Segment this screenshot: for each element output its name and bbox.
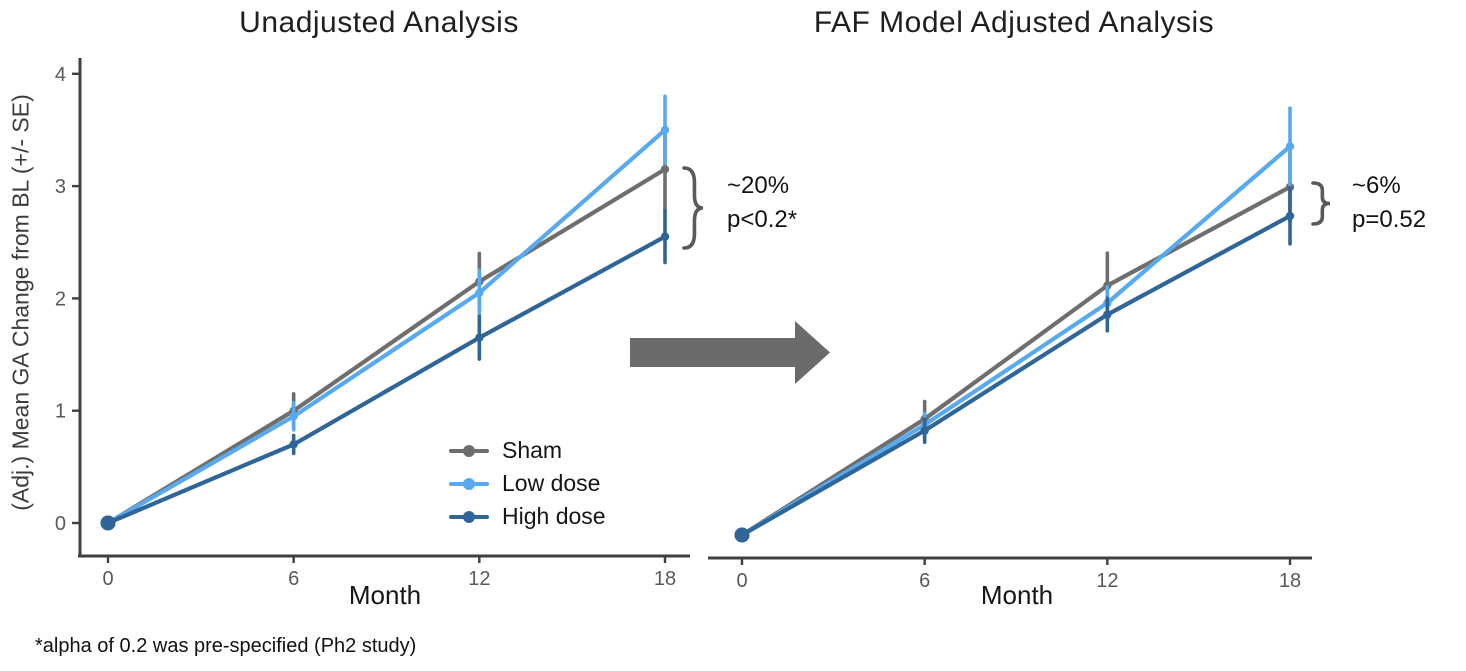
series-line-high-dose	[105, 234, 668, 526]
high-dose-line-marker-icon	[448, 500, 490, 533]
right-annotation: ~6% p=0.52	[1352, 169, 1426, 237]
series-line-high-dose	[739, 213, 1293, 538]
x-tick-label: 18	[654, 568, 676, 590]
footnote: *alpha of 0.2 was pre-specified (Ph2 stu…	[35, 635, 417, 657]
right-chart-title: FAF Model Adjusted Analysis	[813, 6, 1215, 39]
x-tick-label: 18	[1279, 570, 1301, 592]
right-x-axis-title: Month	[980, 580, 1054, 610]
legend-label-sham: Sham	[502, 437, 563, 463]
legend: Sham Low dose High dose	[448, 434, 606, 533]
data-point	[475, 288, 484, 297]
series-line-sham	[105, 167, 668, 526]
left-x-axis-title: Month	[348, 580, 422, 610]
low-dose-line-marker-icon	[448, 467, 490, 500]
data-point	[1285, 211, 1295, 221]
x-tick-label: 0	[736, 570, 747, 592]
legend-item-sham: Sham	[448, 434, 606, 467]
data-point	[475, 333, 484, 342]
y-tick-label: 2	[55, 288, 66, 310]
series-line-low-dose	[105, 127, 668, 526]
x-tick-label: 12	[1096, 570, 1118, 592]
right-arrow-icon	[630, 321, 830, 384]
y-tick-label: 4	[55, 64, 66, 86]
x-tick-label: 6	[288, 568, 299, 590]
legend-label-low-dose: Low dose	[502, 470, 601, 496]
series-line-sham	[739, 184, 1293, 538]
legend-item-high-dose: High dose	[448, 500, 606, 533]
left-chart-title: Unadjusted Analysis	[239, 6, 519, 39]
legend-label-high-dose: High dose	[502, 503, 606, 529]
y-axis-title: (Adj.) Mean GA Change from BL (+/- SE)	[7, 94, 34, 511]
left-annotation-pvalue: p<0.2*	[727, 206, 798, 233]
data-point	[289, 412, 298, 421]
series-line-low-dose	[739, 144, 1293, 538]
data-point	[920, 426, 929, 435]
brace-icon-1	[1311, 181, 1331, 226]
y-tick-label: 0	[55, 513, 66, 535]
x-tick-label: 6	[919, 570, 930, 592]
sham-line-marker-icon	[448, 434, 490, 467]
left-annotation: ~20% p<0.2*	[727, 169, 797, 237]
data-point	[734, 527, 750, 543]
left-annotation-effect: ~20%	[727, 172, 790, 199]
brace-icon-0	[682, 166, 704, 250]
data-point	[289, 440, 298, 449]
data-point	[660, 165, 670, 174]
right-annotation-pvalue: p=0.52	[1352, 206, 1427, 233]
right-annotation-effect: ~6%	[1352, 172, 1401, 199]
data-point	[660, 125, 670, 135]
y-tick-label: 1	[55, 401, 66, 423]
data-point	[1285, 142, 1295, 151]
x-tick-label: 0	[102, 568, 113, 590]
data-point	[660, 232, 670, 241]
data-point	[100, 515, 116, 531]
x-tick-label: 12	[468, 568, 490, 590]
data-point	[1103, 310, 1112, 319]
legend-item-low-dose: Low dose	[448, 467, 606, 500]
y-tick-label: 3	[55, 176, 66, 198]
